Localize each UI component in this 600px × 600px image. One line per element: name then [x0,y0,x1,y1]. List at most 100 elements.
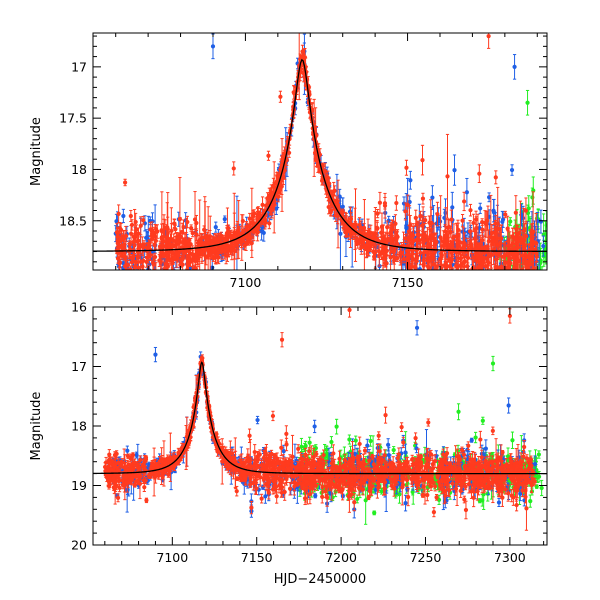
top-green-point [510,267,514,270]
top-red-point [462,256,467,268]
bottom-blue-point [365,438,370,453]
top-red-point [128,269,132,270]
top-red-point [226,226,232,239]
top-red-point [474,216,479,240]
top-blue-point [464,177,469,207]
top-red-point [489,223,495,242]
top-red-point [344,218,349,237]
top-red-point [531,191,536,270]
top-blue-point [380,285,384,291]
top-model-curve [93,58,547,252]
top-red-point [205,231,210,249]
bottom-y-tick-label: 20 [71,538,87,553]
bottom-green-point [347,434,352,445]
top-red-point [415,220,420,249]
bottom-red-point [383,406,388,424]
top-blue-point [450,191,455,223]
bottom-x-tick-label: 7150 [241,550,273,565]
bottom-y-tick-label: 16 [71,300,87,315]
top-blue-point [464,272,468,293]
bottom-red-point [357,436,362,452]
top-red-point [480,221,485,238]
top-red-point [503,277,507,308]
top-red-point [451,267,455,270]
top-red-point [418,240,423,266]
bottom-plot-frame [92,306,548,546]
top-red-point [132,265,136,270]
bottom-red-point [413,432,418,444]
top-red-point [278,182,283,195]
bottom-red-point [270,410,276,422]
top-blue-point [510,268,514,270]
bottom-red-point [317,473,322,484]
top-red-point [180,253,185,266]
bottom-green-point [391,446,396,455]
bottom-x-tick-label: 7100 [156,550,188,565]
top-red-point [202,225,207,235]
bottom-x-tick-label: 7250 [410,550,442,565]
top-red-point [266,150,271,161]
top-y-tick-label: 18.5 [59,213,87,228]
top-red-point [161,223,166,241]
top-red-point [123,252,128,270]
top-green-point [540,266,544,270]
top-red-point [265,192,270,205]
bottom-red-point [399,422,404,432]
top-red-point [131,234,136,250]
top-red-point [423,230,429,242]
bottom-panel: Magnitude HJD−2450000 7100 7150 7200 7250 73… [29,300,548,587]
bottom-red-point [500,450,505,455]
top-red-point [528,272,532,294]
bottom-green-point [368,435,373,447]
top-red-point [117,266,122,270]
top-red-point [231,161,236,176]
top-red-point [479,265,483,270]
top-red-point [276,191,281,203]
bottom-blue-point [469,437,474,443]
top-blue-point [121,208,126,224]
bottom-red-point [132,458,137,467]
bottom-red-point [376,431,381,441]
bottom-red-point [420,492,425,498]
top-red-point [474,279,478,307]
top-red-point [141,271,145,281]
top-red-point [438,271,442,289]
top-red-point [421,254,426,266]
top-green-point [537,267,541,270]
top-red-point [180,222,185,242]
bottom-red-point [470,460,475,465]
top-blue-point [114,289,118,302]
top-red-point [506,269,510,270]
top-red-point [438,195,443,270]
bottom-red-point [312,460,317,466]
top-red-point [251,222,256,242]
top-red-point [141,215,146,225]
bottom-red-point [138,455,143,465]
top-red-point [393,214,398,234]
top-red-point [127,287,131,301]
top-red-point [260,196,265,214]
top-red-point [151,258,156,270]
top-blue-point [504,273,508,293]
top-red-point [420,216,425,235]
top-y-tick-label: 17.5 [59,111,87,126]
top-blue-point [478,202,483,214]
top-green-point [512,292,516,318]
top-red-point [286,147,292,158]
top-red-point [490,239,495,249]
top-red-point [526,281,530,302]
bottom-red-point [125,453,131,459]
top-red-point [503,210,508,219]
bottom-red-point [462,495,467,504]
top-green-point [525,89,530,116]
bottom-green-point [536,450,541,459]
top-red-point [482,210,488,236]
top-red-point [446,218,452,235]
top-red-point [517,296,521,316]
top-red-point [163,269,167,270]
top-red-point [148,221,153,237]
bottom-green-point [303,440,308,451]
bottom-red-point [300,481,305,491]
top-red-point [480,248,486,270]
bottom-blue-point [414,320,420,336]
